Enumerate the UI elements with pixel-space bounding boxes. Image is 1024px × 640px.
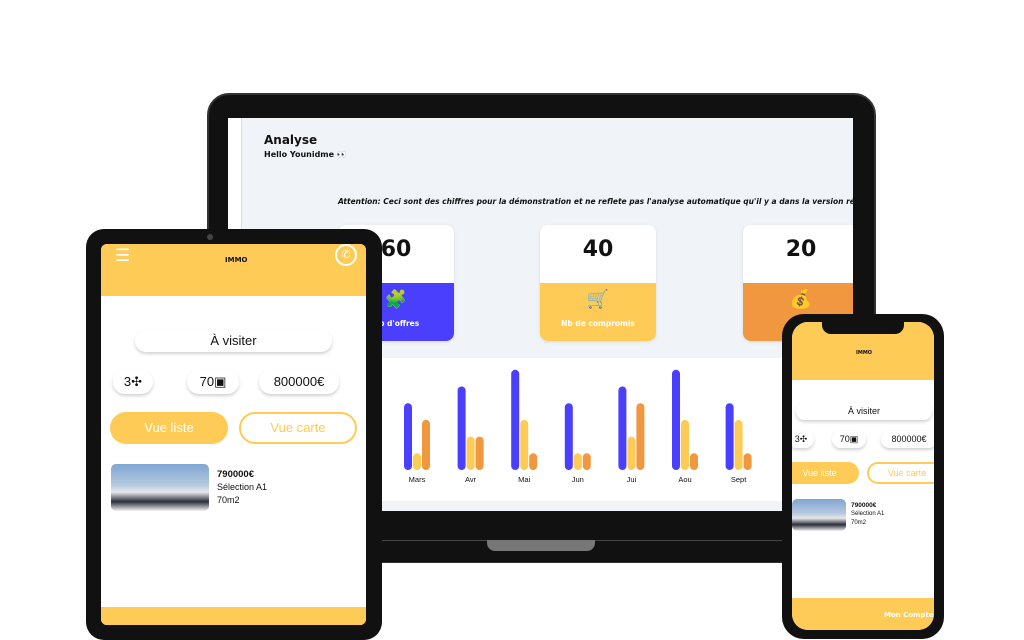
x-tick-label: Jun (572, 475, 584, 484)
bar-Avr-0 (457, 386, 466, 470)
x-tick-label: Avr (465, 475, 477, 484)
area-value: 70 (839, 434, 850, 444)
x-tick-label: Aou (678, 475, 691, 484)
stat-value: 20 (785, 237, 817, 262)
logo: IMMO (225, 256, 248, 264)
listing-photo[interactable] (111, 464, 209, 511)
price-pill: 800000€ (259, 370, 339, 394)
price-pill: 800000€ (881, 431, 934, 448)
area-value: 70 (199, 374, 215, 389)
puzzle-icon: 🧩 (384, 289, 408, 310)
x-tick-label: Mars (409, 475, 426, 484)
bar-Sept-1 (734, 419, 743, 470)
money-bag-icon: 💰 (789, 289, 813, 310)
listing-price: 790000€ (851, 502, 877, 509)
stat-label: Nb de compromis (561, 319, 635, 328)
area-icon: ▣ (849, 434, 859, 444)
shopping-cart-icon: 🛒 (586, 289, 610, 310)
bar-Sept-2 (743, 453, 752, 470)
rooms-pill: 3✣ (792, 431, 814, 448)
bar-Avr-2 (475, 436, 484, 470)
x-tick-label: Mai (518, 475, 530, 484)
phone-screen: IMMO À visiter 3✣ 70▣ 800000€ Vue liste … (792, 322, 934, 630)
bar-Aou-2 (690, 453, 698, 470)
listing-name: Sélection A1 (217, 482, 268, 492)
logo: IMMO (856, 350, 873, 356)
bar-Jun-1 (573, 453, 582, 470)
app-header (101, 244, 366, 296)
phone-notch (822, 319, 904, 334)
stat-value: 40 (582, 237, 614, 262)
area-pill: 70▣ (832, 431, 866, 448)
listing-photo[interactable] (792, 499, 846, 531)
stat-card-compromis: 40 🛒 Nb de compromis (540, 225, 656, 341)
page-title: Analyse (264, 133, 318, 147)
area-pill: 70▣ (187, 370, 239, 394)
whatsapp-icon[interactable]: ✆ (335, 244, 357, 266)
bar-Jun-2 (582, 453, 591, 470)
puzzle-icon: ✣ (131, 374, 143, 389)
rooms-pill: 3✣ (113, 370, 153, 394)
stat-value: 60 (380, 237, 412, 262)
bar-Jui-1 (627, 436, 636, 470)
puzzle-icon: ✣ (799, 434, 808, 444)
listing-surface: 70m2 (217, 495, 240, 505)
x-tick-label: Sept (731, 475, 747, 484)
app-footer (101, 607, 366, 625)
bar-Mars-0 (404, 403, 412, 470)
chart-svg: Mars Avr Mai Jun Jui Aou Sept (404, 369, 752, 484)
bar-Sept-0 (725, 403, 734, 470)
bar-Aou-0 (672, 369, 680, 470)
map-view-button[interactable]: Vue carte (867, 462, 934, 484)
account-link[interactable]: Mon Compte (884, 611, 934, 619)
tablet-screen: ☰ IMMO ✆ À visiter 3✣ 70▣ 800000€ Vue li… (101, 244, 366, 625)
status-pill[interactable]: À visiter (135, 330, 332, 352)
bar-Mai-0 (511, 369, 520, 470)
greeting: Hello Younidme 👀 (264, 150, 347, 159)
bar-Mars-2 (422, 419, 430, 470)
stat-label: Nb d'offres (372, 319, 420, 328)
bar-Mars-1 (413, 453, 421, 470)
bar-Jui-0 (618, 386, 627, 470)
bar-Jui-2 (636, 403, 645, 470)
listing-surface: 70m2 (851, 520, 867, 526)
list-view-button[interactable]: Vue liste (110, 412, 228, 444)
camera (207, 234, 213, 240)
list-view-button[interactable]: Vue liste (792, 462, 859, 484)
app-footer (792, 598, 934, 630)
demo-warning: Attention: Ceci sont des chiffres pour l… (338, 197, 853, 206)
status-pill[interactable]: À visiter (796, 403, 932, 420)
listing-name: Sélection A1 (851, 511, 885, 517)
bar-Avr-1 (466, 436, 475, 470)
bar-Mai-2 (529, 453, 538, 470)
laptop-notch (487, 540, 595, 551)
menu-icon[interactable]: ☰ (115, 246, 131, 266)
bar-chart: Mars Avr Mai Jun Jui Aou Sept (368, 358, 853, 501)
map-view-button[interactable]: Vue carte (239, 412, 357, 444)
area-icon: ▣ (214, 374, 227, 389)
x-tick-label: Jui (627, 475, 637, 484)
bar-Mai-1 (520, 419, 529, 470)
rooms-value: 3 (123, 374, 132, 389)
rooms-value: 3 (794, 434, 800, 444)
listing-price: 790000€ (217, 469, 254, 480)
bar-Jun-0 (564, 403, 573, 470)
bar-Aou-1 (681, 419, 689, 470)
